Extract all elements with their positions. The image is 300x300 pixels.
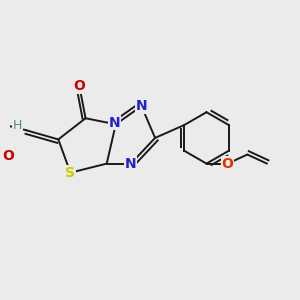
- Text: O: O: [2, 149, 14, 163]
- Text: H: H: [13, 119, 22, 132]
- Text: N: N: [109, 116, 120, 130]
- Text: O: O: [222, 157, 234, 171]
- Text: S: S: [65, 166, 75, 180]
- Text: N: N: [136, 99, 147, 113]
- Text: O: O: [74, 80, 86, 94]
- Text: N: N: [125, 157, 137, 171]
